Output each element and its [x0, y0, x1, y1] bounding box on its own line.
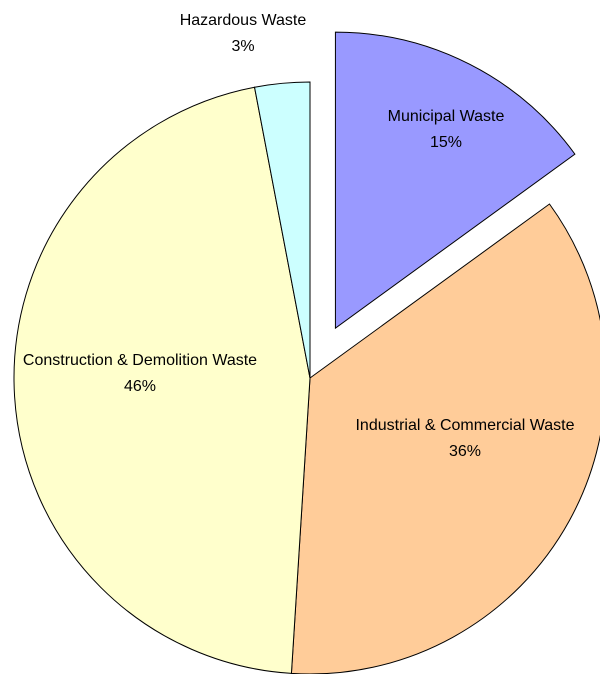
value-label: 36%	[448, 443, 482, 460]
value-label: 46%	[123, 378, 157, 395]
category-label: Hazardous Waste	[179, 12, 307, 29]
value-label: 15%	[429, 134, 463, 151]
pie-slice	[13, 86, 311, 674]
category-label: Municipal Waste	[387, 108, 505, 125]
data-label: Municipal Waste 15%	[346, 104, 546, 156]
pie-slice	[253, 81, 311, 379]
data-label: Construction & Demolition Waste 46%	[0, 348, 280, 400]
data-label: Hazardous Waste 3%	[143, 8, 343, 60]
value-label: 3%	[231, 38, 255, 55]
pie-slice	[290, 203, 600, 674]
category-label: Construction & Demolition Waste	[22, 352, 258, 369]
category-label: Industrial & Commercial Waste	[355, 417, 575, 434]
data-label: Industrial & Commercial Waste 36%	[345, 413, 585, 465]
pie-slice	[334, 31, 576, 330]
